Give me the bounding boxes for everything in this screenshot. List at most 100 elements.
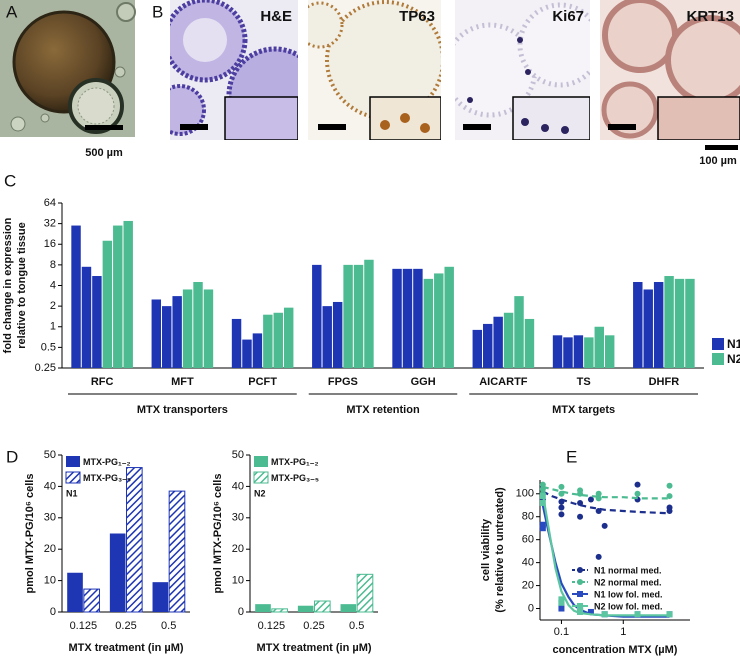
y-tick-label: 60 — [522, 534, 534, 546]
point — [595, 507, 602, 514]
x-tick-label: FPGS — [328, 376, 358, 388]
y-tick-label: 8 — [50, 259, 56, 271]
bar — [113, 225, 123, 368]
y-axis-label: relative to tongue tissue — [16, 222, 28, 349]
y-tick-label: 4 — [50, 279, 56, 291]
legend-swatch — [65, 471, 81, 484]
point — [634, 490, 641, 497]
legend-swatch — [712, 353, 724, 365]
bar — [162, 306, 172, 368]
point — [666, 493, 673, 500]
y-tick-label: 32 — [44, 218, 56, 230]
bar — [83, 588, 100, 613]
y-tick-label: 10 — [232, 575, 244, 587]
y-tick-label: 0 — [238, 606, 244, 618]
bar — [81, 266, 92, 368]
bar — [563, 337, 573, 368]
x-axis-label: MTX treatment (in µM) — [68, 642, 183, 654]
y-axis-label: cell viability — [480, 518, 492, 581]
panel-label: A — [6, 2, 18, 21]
x-tick-label: 0.5 — [349, 620, 364, 632]
bar — [573, 335, 584, 368]
panel-label: D — [6, 447, 18, 466]
bar — [343, 264, 353, 368]
bar — [664, 276, 674, 368]
y-tick-label: 20 — [44, 543, 56, 555]
group-label: MTX transporters — [137, 404, 228, 416]
bar — [152, 582, 169, 612]
bar — [263, 314, 273, 368]
point — [539, 525, 546, 532]
y-tick-label: 40 — [232, 480, 244, 492]
point — [666, 507, 673, 514]
point — [634, 611, 641, 618]
bar — [123, 220, 133, 368]
legend-marker — [577, 591, 583, 597]
x-tick-label: RFC — [91, 376, 114, 388]
bar — [356, 573, 374, 613]
x-tick-label: 0.25 — [115, 620, 136, 632]
bar — [444, 266, 454, 368]
bar — [271, 608, 288, 613]
y-axis-label: (% relative to untreated) — [494, 487, 506, 613]
bar — [472, 329, 483, 368]
scale-bar — [705, 145, 738, 150]
legend-swatch — [712, 338, 724, 350]
x-tick-label: 0.125 — [258, 620, 286, 632]
legend-label: N1 low fol. med. — [594, 589, 663, 599]
legend-label: MTX-PG₁₋₂ — [271, 457, 318, 467]
scale-label: 500 µm — [85, 147, 123, 159]
bar — [314, 600, 331, 613]
bar — [126, 467, 143, 613]
bar — [643, 289, 653, 368]
legend-marker — [577, 603, 583, 609]
stain-label: TP63 — [399, 8, 435, 25]
point — [558, 605, 565, 612]
bar — [283, 307, 294, 368]
x-tick-label: 1 — [620, 626, 626, 638]
bar — [273, 312, 283, 368]
point — [601, 522, 608, 529]
point — [558, 490, 565, 497]
point — [595, 490, 602, 497]
micrograph-he — [170, 0, 298, 140]
legend-swatch — [66, 456, 80, 467]
bar — [172, 296, 182, 368]
bar — [193, 281, 203, 368]
legend-label: N1 normal med. — [594, 565, 662, 575]
x-tick-label: 0.125 — [70, 620, 98, 632]
bar — [423, 278, 434, 368]
bar — [255, 604, 271, 612]
legend-label: MTX-PG₃₋₅ — [83, 473, 131, 483]
bar — [322, 306, 332, 368]
point — [595, 553, 602, 560]
annotation: N1 — [66, 488, 78, 498]
y-tick-label: 30 — [232, 512, 244, 524]
micrograph-krt13 — [600, 0, 740, 140]
legend-marker — [577, 579, 583, 585]
bar — [231, 318, 242, 368]
scale-label: 100 µm — [699, 155, 737, 167]
bar — [297, 605, 314, 612]
legend-label: N2 — [727, 352, 740, 366]
y-tick-label: 50 — [232, 449, 244, 461]
point — [666, 611, 673, 618]
bar — [67, 572, 83, 612]
point — [595, 495, 602, 502]
bar — [151, 299, 162, 368]
point — [539, 499, 546, 506]
y-tick-label: 40 — [44, 480, 56, 492]
legend-label: MTX-PG₁₋₂ — [83, 457, 130, 467]
y-tick-label: 20 — [232, 543, 244, 555]
y-tick-label: 40 — [522, 557, 534, 569]
bar — [402, 268, 413, 368]
y-tick-label: 20 — [522, 579, 534, 591]
legend-label: N1 — [727, 337, 740, 351]
x-tick-label: DHFR — [649, 376, 680, 388]
bar — [524, 318, 535, 368]
point — [558, 511, 565, 518]
point — [577, 490, 584, 497]
panel-label: B — [152, 2, 163, 21]
y-tick-label: 0 — [528, 602, 534, 614]
